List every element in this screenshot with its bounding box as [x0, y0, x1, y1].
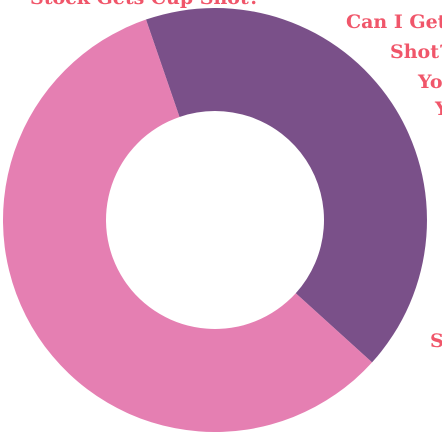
side-text-line-3: Yo — [418, 71, 442, 93]
side-text-line-4: Y — [435, 98, 442, 120]
side-text-line-2: Shot? — [390, 41, 442, 63]
clipped-heading-text: Stock Gets Cup Shot? — [30, 0, 260, 9]
side-text-line-1: Can I Get — [346, 11, 442, 33]
side-text-line-5: S — [430, 330, 442, 352]
donut-slice-1 — [145, 8, 427, 363]
donut-slice-2 — [3, 19, 373, 432]
